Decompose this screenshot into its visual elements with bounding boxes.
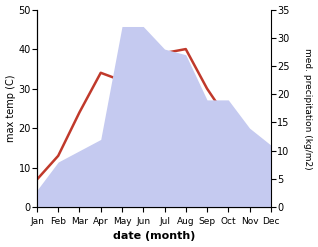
Y-axis label: max temp (C): max temp (C) xyxy=(5,75,16,142)
Y-axis label: med. precipitation (kg/m2): med. precipitation (kg/m2) xyxy=(303,48,313,169)
X-axis label: date (month): date (month) xyxy=(113,231,195,242)
